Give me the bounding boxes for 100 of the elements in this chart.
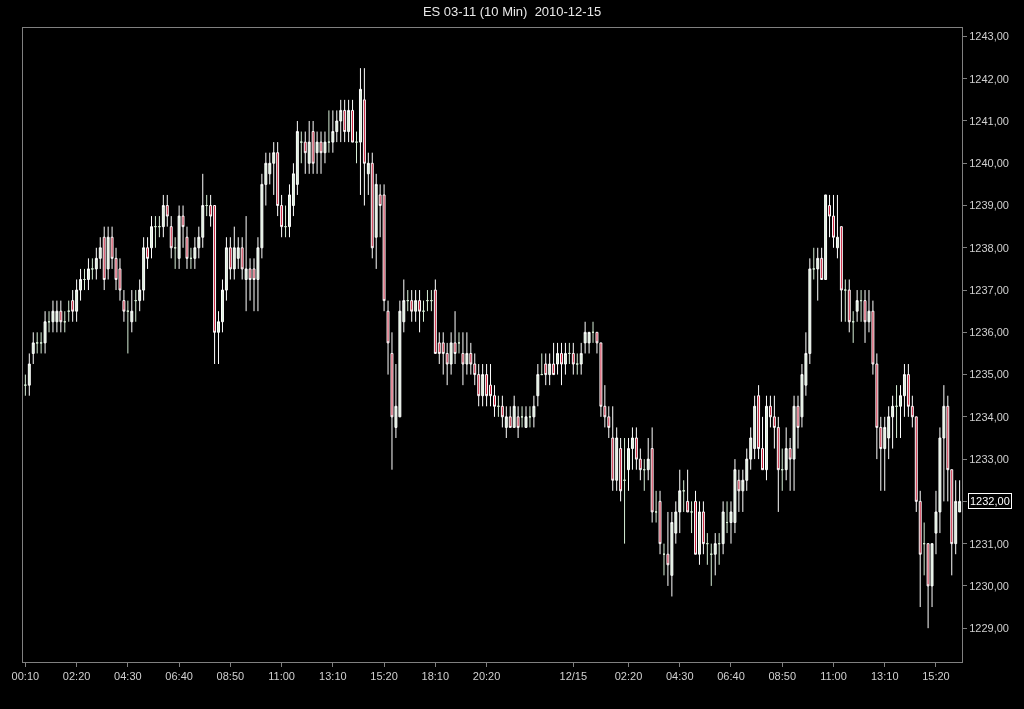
candlestick <box>560 342 563 386</box>
candlestick <box>331 109 335 154</box>
candlestick <box>205 194 209 217</box>
x-tick-label: 06:40 <box>165 670 193 683</box>
candlestick <box>410 289 414 323</box>
y-tick-label: 1233,00 <box>969 452 1009 465</box>
candlestick <box>654 490 658 524</box>
candlestick <box>583 321 587 354</box>
candlestick <box>780 448 784 492</box>
x-tick-label: 08:50 <box>768 670 797 683</box>
candlestick <box>816 247 820 302</box>
y-tick-label: 1234,00 <box>969 410 1009 423</box>
candlestick <box>895 384 899 439</box>
y-tick-label: 1238,00 <box>969 241 1009 254</box>
text: 1232,00 <box>970 495 1010 507</box>
candlestick <box>418 289 422 333</box>
y-tick-label: 1231,00 <box>969 537 1009 550</box>
candlestick <box>43 310 47 354</box>
candlestick <box>690 500 694 534</box>
candlestick <box>863 289 867 344</box>
candlestick <box>658 490 662 555</box>
candlestick <box>244 215 248 312</box>
candlestick <box>51 300 55 333</box>
candlestick <box>922 522 926 576</box>
x-tick-label: 12/15 <box>559 670 588 683</box>
candlestick <box>425 289 429 312</box>
candlestick <box>307 120 311 175</box>
candlestick <box>422 300 425 323</box>
x-tick-label: 20:20 <box>472 670 501 683</box>
candlestick <box>347 99 351 143</box>
candlestick <box>169 215 173 259</box>
candlestick <box>157 215 161 238</box>
candlestick <box>705 532 709 566</box>
candlestick <box>851 310 855 344</box>
y-tick-label: 1239,00 <box>969 199 1009 212</box>
x-tick-label: 04:30 <box>114 670 142 683</box>
candlestick <box>485 363 489 407</box>
candlestick <box>27 352 31 397</box>
candlestick <box>520 405 524 428</box>
candlestick <box>31 331 35 365</box>
candlestick <box>847 278 851 333</box>
candlestick <box>859 289 863 323</box>
candlestick <box>67 300 71 323</box>
x-tick-label: 08:50 <box>216 670 245 683</box>
candlestick <box>650 426 654 524</box>
candlestick <box>579 342 583 376</box>
candlestick <box>461 331 465 386</box>
candlestick <box>343 99 347 143</box>
candlestick <box>86 257 90 291</box>
x-tick-label: 13:10 <box>870 670 899 683</box>
candlestick <box>362 67 366 207</box>
x-tick-label: 04:30 <box>665 670 694 683</box>
candlestick <box>544 352 548 386</box>
x-tick-label: 06:40 <box>717 670 745 683</box>
candlestick <box>382 183 386 312</box>
candlestick <box>926 543 930 629</box>
x-tick-label: 02:20 <box>614 670 643 683</box>
x-tick-label: 18:10 <box>421 670 450 683</box>
candlestick <box>63 310 67 333</box>
candlestick <box>721 500 725 555</box>
candlestick <box>23 374 27 397</box>
y-tick-label: 1237,00 <box>969 283 1009 296</box>
candlestick <box>686 469 690 513</box>
y-tick-label: 1230,00 <box>969 579 1009 592</box>
candlestick <box>102 226 106 291</box>
candlestick <box>682 479 686 513</box>
candlestick <box>623 437 627 545</box>
candlestick <box>177 205 181 270</box>
x-tick-label: 13:10 <box>319 670 347 683</box>
candlestick <box>765 395 768 481</box>
y-tick-label: 1243,00 <box>969 30 1009 43</box>
candlestick <box>571 342 575 376</box>
x-tick-label: 11:00 <box>268 670 295 683</box>
y-tick-label: 1242,00 <box>969 72 1009 85</box>
candlestick <box>575 352 579 376</box>
y-tick-label: 1240,00 <box>969 157 1009 170</box>
x-tick-label: 02:20 <box>62 670 91 683</box>
y-tick-label: 1241,00 <box>969 114 1009 127</box>
candlestick <box>355 131 358 164</box>
candlestick <box>232 226 236 280</box>
x-tick-label: 15:20 <box>922 670 950 683</box>
candlestick <box>642 458 646 492</box>
y-tick-label: 1229,00 <box>969 622 1009 635</box>
chart-title: ES 03-11 (10 Min) 2010-12-15 <box>422 4 602 20</box>
candlestick <box>824 194 828 280</box>
y-tick-label: 1235,00 <box>969 368 1009 381</box>
candlestick <box>855 289 859 323</box>
candlestick <box>351 99 355 143</box>
candlestick <box>161 194 165 238</box>
candlestick <box>55 300 59 333</box>
candlestick <box>83 268 86 291</box>
candlestick <box>524 405 528 428</box>
y-tick-label: 1236,00 <box>969 326 1009 339</box>
candlestick <box>339 99 343 143</box>
candlestick <box>843 278 847 323</box>
x-tick-label: 15:20 <box>370 670 398 683</box>
candlestick <box>611 405 615 492</box>
candlestick <box>406 289 410 312</box>
x-tick-label: 00:10 <box>11 670 40 683</box>
candlestick <box>540 352 544 376</box>
